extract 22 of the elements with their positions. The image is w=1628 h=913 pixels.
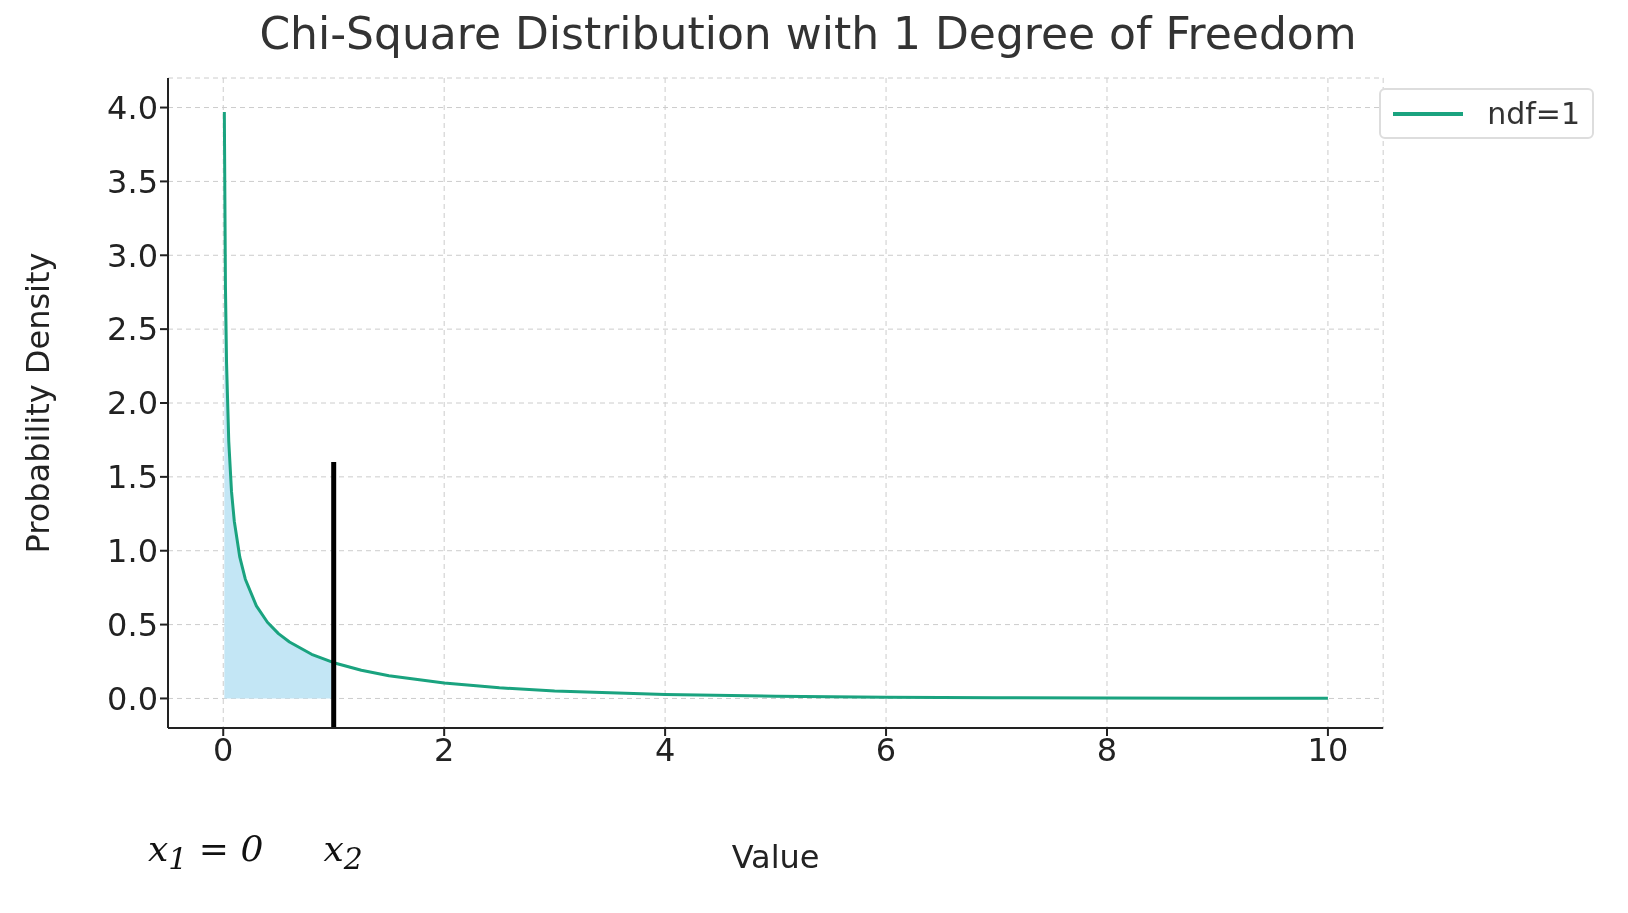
x-tick-label: 10 [1307,730,1349,769]
y-tick-label: 2.0 [107,384,158,423]
y-tick-label: 3.5 [107,162,158,201]
x-axis-title: Value [731,838,820,876]
x-tick-label: 4 [654,730,676,769]
line-series [222,110,1330,700]
x-tick-label: 0 [213,730,234,769]
y-tick-label: 4.0 [107,88,158,127]
x-tick-label: 8 [1096,730,1118,769]
y-tick-label: 2.5 [107,310,158,349]
text: x$_{2}$ [323,828,363,877]
x-tick-label: 6 [875,730,897,769]
legend-label: ndf=1 [1487,96,1580,131]
y-tick-label: 1.0 [107,532,158,571]
y-tick-label: 1.5 [107,458,158,497]
y-tick-label: 3.0 [107,236,158,275]
y-tick-label: 0.5 [107,605,158,644]
text: x$_{1}$ = 0 [148,828,264,877]
x-tick-label: 2 [433,730,455,769]
y-tick-label: 0.0 [107,679,158,718]
y-axis-title: Probability Density [19,252,58,554]
chart-title: Chi-Square Distribution with 1 Degree of Freedom [258,8,1358,59]
